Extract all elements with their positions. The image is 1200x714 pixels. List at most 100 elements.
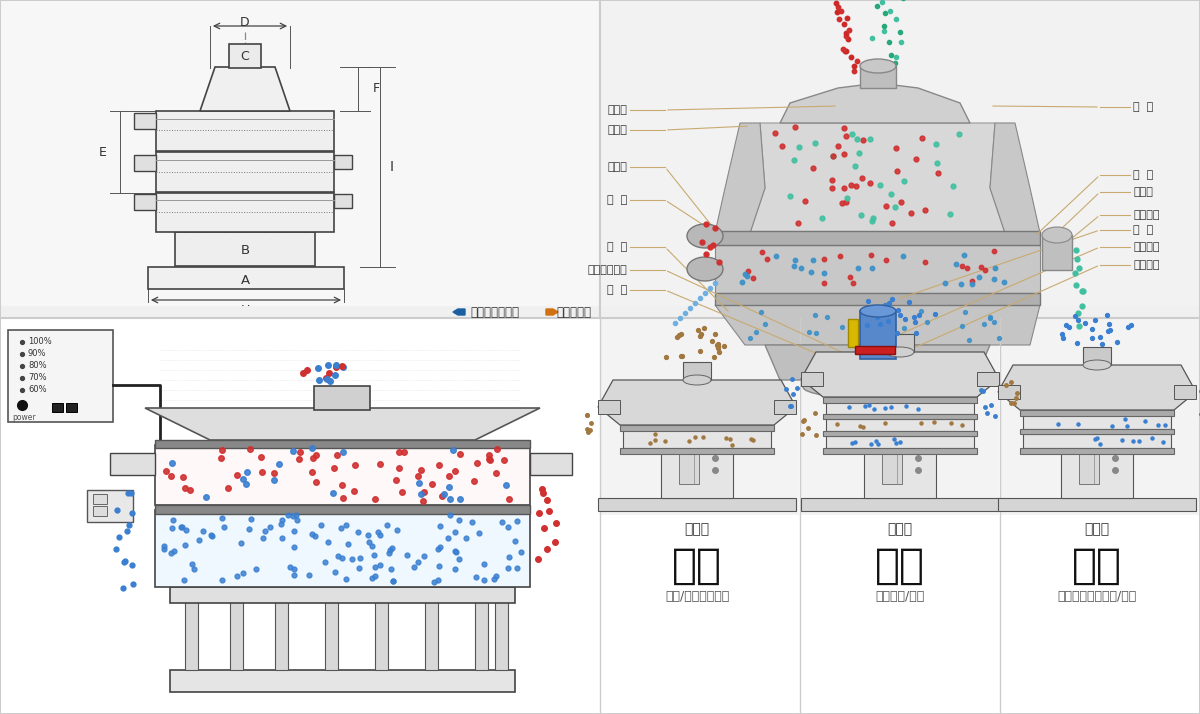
Bar [1, 1, 600, 318]
Bar [1079, 454, 1099, 484]
Bar [175, 232, 314, 266]
Bar [8, 330, 113, 422]
Text: 外形尺寸示意图: 外形尺寸示意图 [470, 306, 520, 318]
Bar [1020, 448, 1174, 454]
Text: power: power [12, 413, 36, 423]
Bar [882, 454, 902, 484]
Text: D: D [240, 16, 250, 29]
Bar [864, 448, 936, 498]
Bar [823, 414, 977, 419]
Text: 束  环: 束 环 [607, 195, 628, 205]
Ellipse shape [686, 257, 722, 281]
Text: 过滤: 过滤 [875, 545, 925, 587]
Bar [977, 372, 998, 386]
Bar [686, 448, 694, 498]
Polygon shape [715, 245, 1040, 293]
Bar [170, 587, 515, 603]
Text: 弹  簧: 弹 簧 [607, 242, 628, 252]
Polygon shape [766, 345, 990, 380]
Text: 90%: 90% [28, 349, 47, 358]
Bar [275, 600, 288, 670]
Bar [1022, 434, 1171, 448]
Text: 去除液体中的颗粒/异物: 去除液体中的颗粒/异物 [1057, 590, 1136, 603]
Bar [998, 498, 1196, 511]
Bar [334, 194, 352, 208]
Text: 下部重锤: 下部重锤 [1133, 260, 1159, 270]
Bar [826, 436, 974, 448]
Text: 分级: 分级 [672, 545, 722, 587]
Bar [52, 403, 64, 412]
Text: F: F [373, 83, 380, 96]
Text: 结构示意图: 结构示意图 [556, 306, 592, 318]
Text: C: C [241, 51, 250, 64]
Ellipse shape [860, 305, 896, 317]
FancyArrow shape [454, 309, 466, 315]
Text: 100%: 100% [28, 338, 52, 346]
Polygon shape [715, 305, 1040, 345]
Bar [94, 506, 107, 516]
Bar [910, 448, 916, 498]
Bar [860, 311, 896, 359]
Bar [314, 386, 370, 410]
Ellipse shape [1084, 360, 1111, 370]
Text: 颗粒/粉末准确分级: 颗粒/粉末准确分级 [665, 590, 730, 603]
Text: 80%: 80% [28, 361, 47, 371]
Bar [661, 448, 733, 498]
Polygon shape [715, 231, 1040, 245]
Text: B: B [240, 243, 250, 256]
Bar [496, 600, 508, 670]
Bar [826, 402, 974, 414]
Bar [110, 453, 155, 475]
Polygon shape [998, 365, 1196, 410]
Bar [530, 453, 572, 475]
Text: 运输固定螺栓: 运输固定螺栓 [587, 265, 628, 275]
Bar [1087, 448, 1093, 498]
Bar [823, 448, 977, 454]
Bar [823, 397, 977, 403]
Bar [334, 155, 352, 169]
Bar [886, 334, 914, 352]
Text: 防尘盖: 防尘盖 [607, 125, 628, 135]
Bar [230, 600, 242, 670]
FancyArrow shape [546, 309, 558, 315]
Bar [848, 319, 858, 347]
Text: 上部重锤: 上部重锤 [1133, 210, 1159, 220]
Bar [134, 194, 156, 210]
Ellipse shape [860, 59, 896, 73]
Polygon shape [715, 123, 766, 233]
Polygon shape [802, 352, 998, 397]
Bar [134, 155, 156, 171]
Bar [620, 425, 774, 431]
Bar [600, 1, 1199, 318]
Text: 三层式: 三层式 [888, 522, 912, 536]
Bar [1, 306, 1199, 319]
Bar [155, 445, 530, 505]
Polygon shape [145, 408, 540, 440]
Text: 机  座: 机 座 [607, 285, 628, 295]
Text: 加重块: 加重块 [1133, 187, 1153, 197]
Bar [1022, 415, 1171, 429]
Bar [66, 403, 77, 412]
Bar [155, 505, 530, 514]
Bar [998, 385, 1020, 399]
Bar [623, 430, 772, 448]
Text: 振动电机: 振动电机 [1133, 242, 1159, 252]
Polygon shape [780, 83, 970, 123]
Bar [823, 431, 977, 436]
Bar [1020, 410, 1174, 416]
Bar [601, 318, 799, 515]
Bar [156, 152, 334, 192]
Polygon shape [750, 123, 1006, 233]
Ellipse shape [683, 375, 710, 385]
Bar [707, 448, 713, 498]
Polygon shape [200, 67, 290, 111]
Bar [802, 318, 998, 515]
Text: A: A [240, 273, 250, 286]
Text: E: E [100, 146, 107, 159]
Bar [930, 448, 936, 498]
Bar [374, 600, 388, 670]
Bar [156, 193, 334, 232]
Bar [802, 372, 823, 386]
Bar [185, 600, 198, 670]
Bar [683, 362, 710, 380]
